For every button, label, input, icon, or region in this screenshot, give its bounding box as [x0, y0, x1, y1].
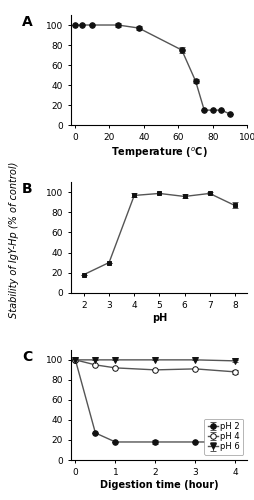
Text: A: A	[22, 15, 33, 29]
X-axis label: pH: pH	[151, 312, 166, 322]
X-axis label: Digestion time (hour): Digestion time (hour)	[100, 480, 218, 490]
Text: B: B	[22, 182, 33, 196]
Text: C: C	[22, 350, 32, 364]
Text: Stability of IgY-Hp (% of control): Stability of IgY-Hp (% of control)	[9, 162, 19, 318]
Legend: pH 2, pH 4, pH 6: pH 2, pH 4, pH 6	[203, 418, 242, 454]
X-axis label: Temperature ($^o$C): Temperature ($^o$C)	[111, 146, 207, 160]
